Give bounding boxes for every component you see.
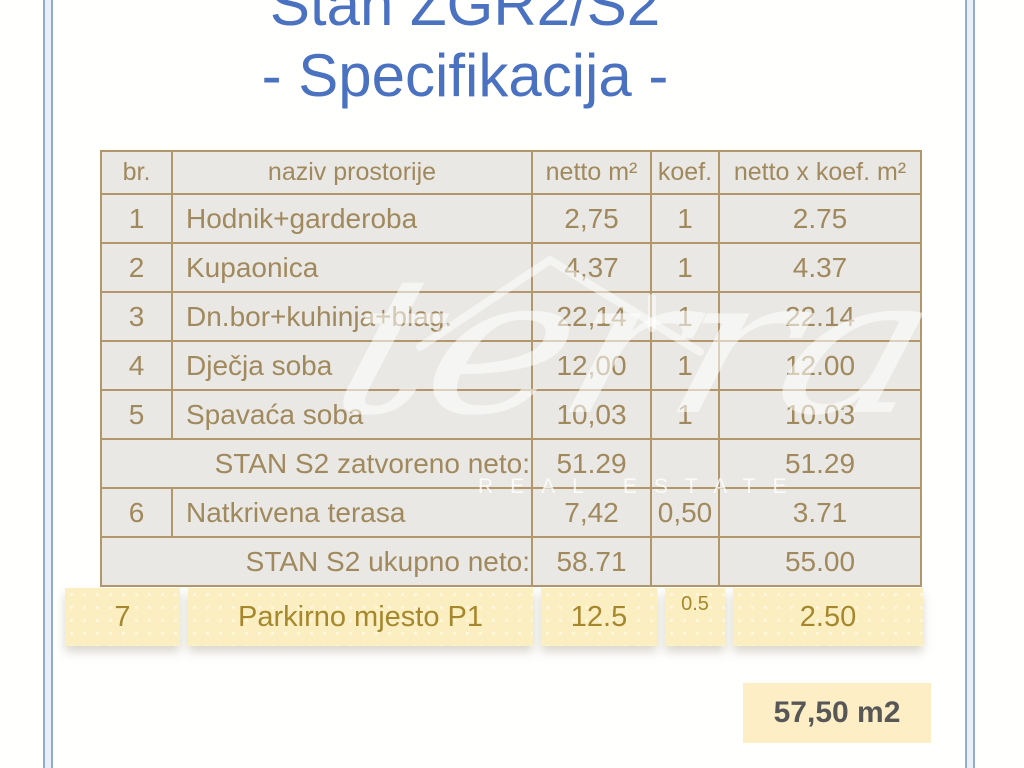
- title-line-2: - Specifikacija -: [261, 42, 669, 109]
- cell-br: 1: [100, 193, 173, 244]
- cell-koef: 1: [650, 291, 720, 342]
- summary-label: STAN S2 zatvoreno neto:: [100, 438, 533, 489]
- page-border-right: [965, 0, 975, 768]
- summary-label: STAN S2 ukupno neto:: [100, 536, 533, 587]
- cell-br: 6: [100, 487, 173, 538]
- parking-koef: 0.5: [665, 588, 725, 646]
- cell-result: 55.00: [718, 536, 922, 587]
- table-row: 4 Dječja soba 12,00 1 12.00: [100, 340, 922, 391]
- table-row: 6 Natkrivena terasa 7,42 0,50 3.71: [100, 487, 922, 538]
- cell-koef: 1: [650, 389, 720, 440]
- cell-result: 3.71: [718, 487, 922, 538]
- cell-name: Dječja soba: [171, 340, 533, 391]
- col-header-netto: netto m²: [531, 150, 652, 195]
- page-border-left: [43, 0, 53, 768]
- table-row: 1 Hodnik+garderoba 2,75 1 2.75: [100, 193, 922, 244]
- parking-row: 7 Parkirno mjesto P1 12.5 0.5 2.50: [65, 588, 923, 646]
- specification-table: br. naziv prostorije netto m² koef. nett…: [100, 150, 922, 587]
- total-area-box: 57,50 m2: [743, 683, 931, 743]
- cell-koef: [650, 536, 720, 587]
- cell-netto: 10,03: [531, 389, 652, 440]
- cell-netto: 22,14: [531, 291, 652, 342]
- cell-result: 4.37: [718, 242, 922, 293]
- cell-netto: 12,00: [531, 340, 652, 391]
- summary-row-ukupno: STAN S2 ukupno neto: 58.71 55.00: [100, 536, 922, 587]
- cell-netto: 4,37: [531, 242, 652, 293]
- cell-koef: 1: [650, 193, 720, 244]
- parking-name: Parkirno mjesto P1: [188, 588, 533, 646]
- cell-name: Natkrivena terasa: [171, 487, 533, 538]
- cell-koef: [650, 438, 720, 489]
- cell-netto: 7,42: [531, 487, 652, 538]
- parking-netto: 12.5: [541, 588, 657, 646]
- cell-koef: 0,50: [650, 487, 720, 538]
- col-header-name: naziv prostorije: [171, 150, 533, 195]
- cell-name: Dn.bor+kuhinja+blag.: [171, 291, 533, 342]
- cell-koef: 1: [650, 340, 720, 391]
- cell-netto: 2,75: [531, 193, 652, 244]
- cell-br: 5: [100, 389, 173, 440]
- cell-name: Spavaća soba: [171, 389, 533, 440]
- col-header-result: netto x koef. m²: [718, 150, 922, 195]
- table-row: 5 Spavaća soba 10,03 1 10.03: [100, 389, 922, 440]
- title-line-1: Stan ZGR2/S2: [269, 0, 661, 38]
- cell-result: 22.14: [718, 291, 922, 342]
- cell-result: 51.29: [718, 438, 922, 489]
- cell-result: 2.75: [718, 193, 922, 244]
- table-header-row: br. naziv prostorije netto m² koef. nett…: [100, 150, 922, 195]
- cell-br: 3: [100, 291, 173, 342]
- cell-name: Hodnik+garderoba: [171, 193, 533, 244]
- cell-netto: 51.29: [531, 438, 652, 489]
- cell-netto: 58.71: [531, 536, 652, 587]
- table-row: 2 Kupaonica 4,37 1 4.37: [100, 242, 922, 293]
- table-row: 3 Dn.bor+kuhinja+blag. 22,14 1 22.14: [100, 291, 922, 342]
- col-header-koef: koef.: [650, 150, 720, 195]
- summary-row-zatvoreno: STAN S2 zatvoreno neto: 51.29 51.29: [100, 438, 922, 489]
- cell-br: 4: [100, 340, 173, 391]
- cell-result: 10.03: [718, 389, 922, 440]
- cell-br: 2: [100, 242, 173, 293]
- parking-result: 2.50: [733, 588, 923, 646]
- parking-br: 7: [65, 588, 180, 646]
- cell-koef: 1: [650, 242, 720, 293]
- cell-result: 12.00: [718, 340, 922, 391]
- cell-name: Kupaonica: [171, 242, 533, 293]
- col-header-br: br.: [100, 150, 173, 195]
